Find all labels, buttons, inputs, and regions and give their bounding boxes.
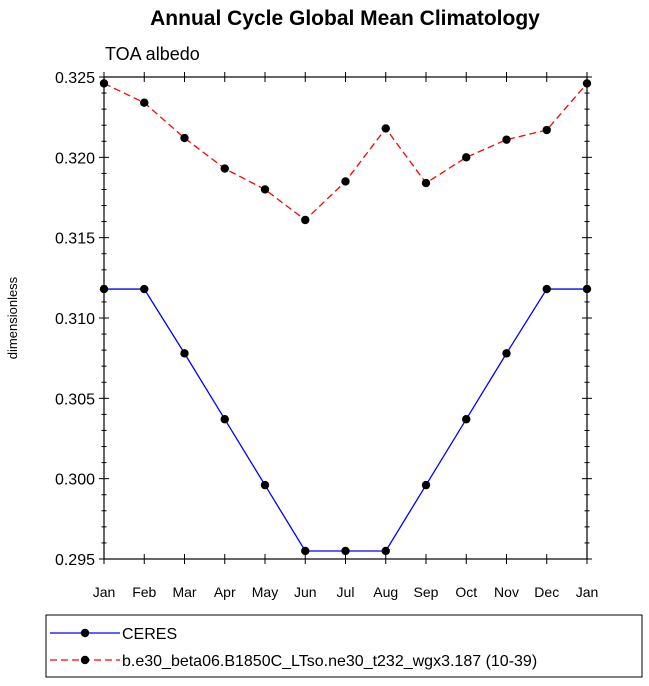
data-point — [582, 284, 592, 294]
series-0 — [99, 284, 592, 556]
x-tick-label: Nov — [494, 584, 519, 600]
legend-item: b.e30_beta06.B1850C_LTso.ne30_t232_wgx3.… — [50, 653, 537, 670]
y-tick-label: 0.305 — [55, 391, 95, 408]
data-point — [301, 546, 310, 556]
data-point — [462, 415, 471, 424]
y-tick-label: 0.310 — [55, 311, 95, 328]
legend-label: CERES — [122, 626, 177, 643]
data-point — [140, 284, 149, 294]
data-point — [180, 133, 189, 143]
x-tick-label: Apr — [214, 584, 236, 600]
data-point — [220, 164, 229, 173]
data-point — [462, 153, 471, 162]
x-tick-label: Feb — [132, 584, 156, 600]
x-tick-label: Dec — [534, 584, 559, 600]
x-tick-label: Oct — [455, 584, 477, 600]
chart-title: Annual Cycle Global Mean Climatology — [150, 7, 540, 30]
x-tick-label: May — [252, 584, 278, 600]
data-point — [99, 284, 109, 294]
series-1 — [99, 79, 592, 225]
data-point — [542, 125, 551, 135]
data-point — [421, 178, 431, 188]
x-tick-label: Jul — [337, 584, 355, 600]
x-tick-labels: Jan Feb Mar Apr May Jun Jul Aug Sep Oct Nov Dec Jan — [93, 584, 599, 600]
y-tick-label: 0.325 — [55, 70, 95, 87]
legend-marker — [80, 655, 90, 665]
data-point — [301, 215, 310, 225]
series-line — [103, 82, 588, 221]
data-point — [542, 284, 551, 294]
legend: CERES b.e30_beta06.B1850C_LTso.ne30_t232_… — [50, 626, 537, 670]
data-point — [140, 98, 149, 107]
data-point — [99, 79, 109, 88]
data-point — [502, 349, 511, 358]
y-tick-label: 0.295 — [55, 552, 95, 569]
data-point — [502, 135, 511, 144]
data-point — [341, 177, 350, 186]
y-tick-label: 0.300 — [55, 472, 95, 489]
data-point — [260, 480, 270, 490]
y-tick-label: 0.315 — [55, 231, 95, 248]
x-tick-label: Jan — [576, 584, 599, 600]
y-tick-labels: 0.295 0.300 0.305 0.310 0.315 0.320 0.325 — [55, 70, 95, 569]
data-point — [582, 79, 592, 88]
x-tick-label: Aug — [373, 584, 398, 600]
data-point — [220, 415, 229, 424]
series-line — [104, 288, 587, 552]
data-point — [180, 349, 189, 358]
legend-box — [45, 614, 643, 678]
y-tick-label: 0.320 — [55, 150, 95, 167]
series-layer — [99, 79, 592, 556]
plot-frame — [103, 76, 588, 560]
x-tick-label: Mar — [172, 584, 196, 600]
data-point — [421, 480, 431, 490]
data-point — [381, 124, 390, 133]
x-tick-label: Jan — [93, 584, 116, 600]
legend-marker — [80, 628, 90, 638]
legend-label: b.e30_beta06.B1850C_LTso.ne30_t232_wgx3.… — [122, 653, 537, 670]
x-tick-label: Jun — [294, 584, 317, 600]
tick-marks — [99, 72, 592, 564]
data-point — [341, 546, 350, 556]
data-point — [381, 546, 390, 556]
x-tick-label: Sep — [414, 584, 439, 600]
data-point — [260, 185, 270, 194]
legend-item: CERES — [50, 626, 177, 643]
chart-subtitle: TOA albedo — [105, 44, 200, 64]
y-axis-label: dimensionless — [5, 276, 20, 359]
